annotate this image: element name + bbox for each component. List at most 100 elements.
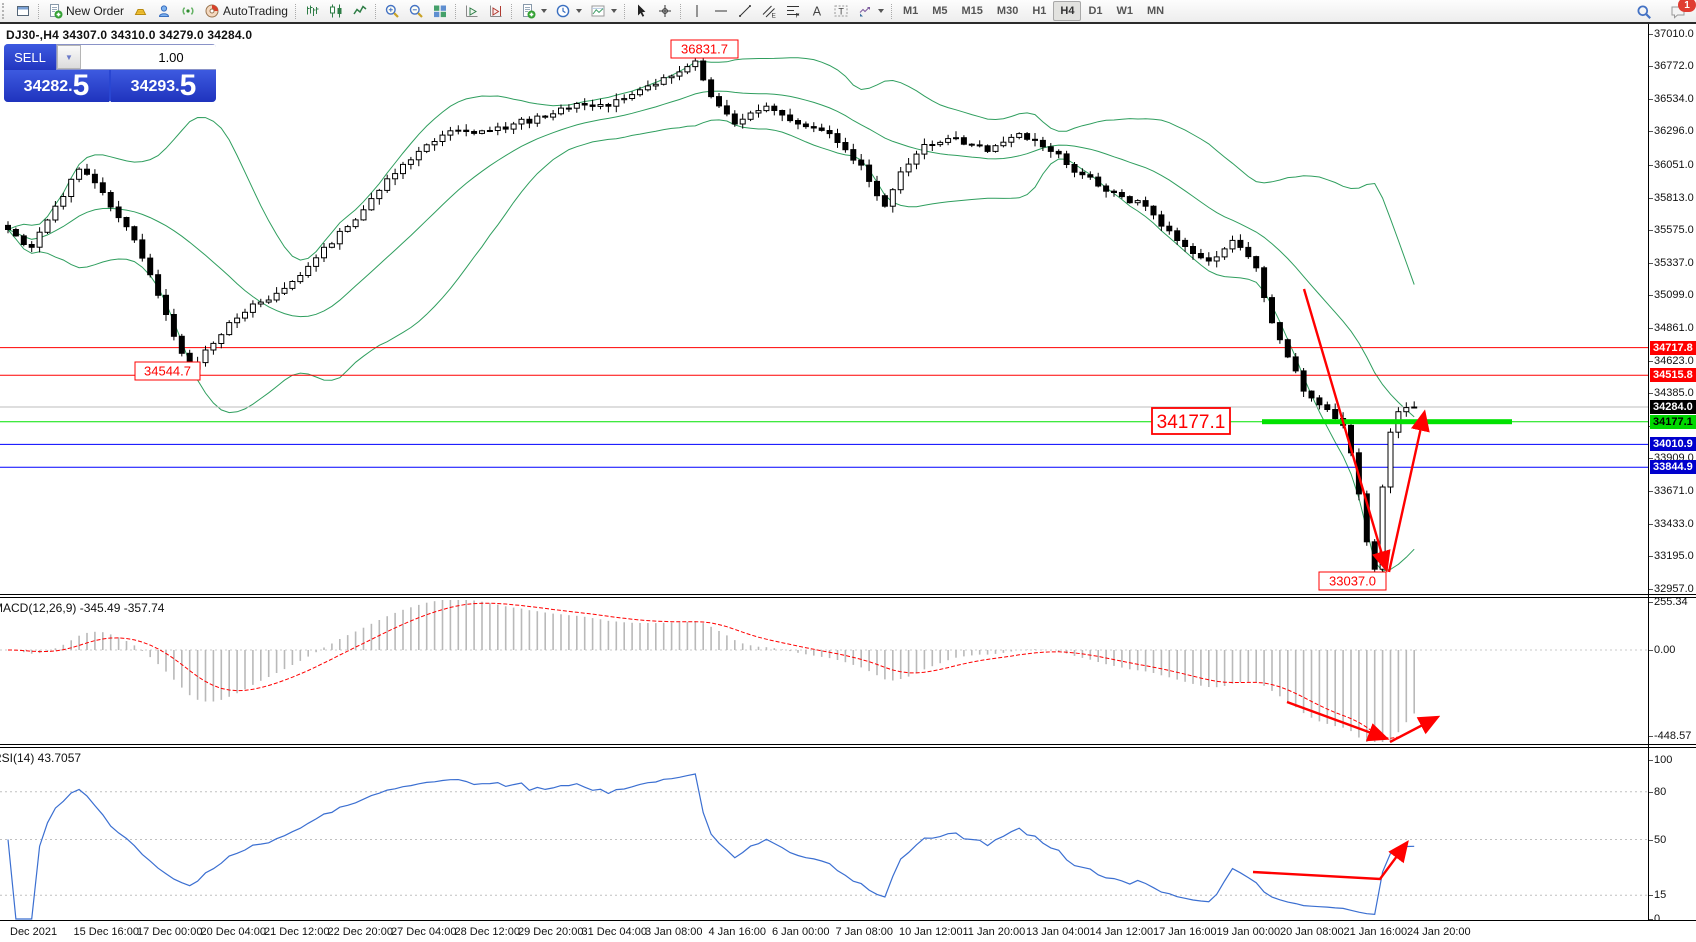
- time-axis[interactable]: Dec 2021 15 Dec 16:00 17 Dec 00:00 20 Dec 0…: [0, 921, 1696, 942]
- candle-body: [1047, 146, 1054, 152]
- equidistant-channel-button[interactable]: E: [757, 0, 781, 22]
- community-button[interactable]: [152, 0, 176, 22]
- periods-button-dropdown-arrow[interactable]: [575, 9, 582, 13]
- red-arrow-annotation[interactable]: [1252, 840, 1409, 881]
- candle-body: [1118, 192, 1125, 198]
- price-callout-box[interactable]: [1151, 407, 1231, 435]
- candle-body: [518, 118, 525, 125]
- text-button[interactable]: A: [805, 0, 829, 22]
- templates-button[interactable]: [586, 0, 621, 22]
- rsi-tick-mark: [1649, 895, 1653, 897]
- price-chart-canvas[interactable]: 36831.7 34544.7 34177.1 33037.0: [0, 24, 1648, 594]
- candle-body: [834, 133, 841, 143]
- candle-body: [479, 130, 485, 134]
- timeframe-h1-button[interactable]: H1: [1032, 5, 1047, 17]
- timeframe-m15-button[interactable]: M15: [961, 5, 983, 17]
- auto-scroll-button[interactable]: [460, 0, 484, 22]
- candle-body: [12, 229, 19, 237]
- panel-separator[interactable]: [0, 747, 1696, 748]
- trendline-button[interactable]: [733, 0, 757, 22]
- fibonacci-button[interactable]: F: [781, 0, 805, 22]
- macd-tick-mark: [1649, 650, 1653, 651]
- market-button[interactable]: [128, 0, 152, 22]
- horizontal-line-button[interactable]: [709, 0, 733, 22]
- buy-price[interactable]: 34293. 5: [111, 70, 216, 102]
- new-chart-button[interactable]: [516, 0, 551, 22]
- price-axis[interactable]: 37010.0 36772.0 36534.0 36296.0 36051.0 35813…: [1649, 24, 1696, 925]
- price-callout-box[interactable]: [670, 39, 739, 59]
- toolbar-separator: [38, 3, 40, 19]
- signals-button[interactable]: [176, 0, 200, 22]
- rsi-tick-mark: [1649, 760, 1653, 761]
- notifications-button[interactable]: 1: [1666, 0, 1696, 23]
- rsi-panel-canvas[interactable]: [0, 748, 1648, 920]
- crosshair-button[interactable]: [653, 0, 677, 22]
- candle-body: [407, 159, 414, 165]
- sell-button[interactable]: SELL: [4, 44, 56, 70]
- price-callout-box[interactable]: [134, 361, 201, 381]
- red-arrow-annotation[interactable]: [1389, 715, 1441, 744]
- candle-body: [692, 60, 699, 68]
- templates-button-dropdown-arrow[interactable]: [610, 9, 617, 13]
- sell-price[interactable]: 34282. 5: [4, 70, 109, 102]
- candle-body: [755, 110, 762, 114]
- panel-separator[interactable]: [0, 597, 1696, 598]
- svg-text:F: F: [795, 13, 799, 20]
- vertical-line-button[interactable]: [685, 0, 709, 22]
- macd-panel-canvas[interactable]: [0, 598, 1648, 744]
- arrows-button-dropdown-arrow[interactable]: [877, 9, 884, 13]
- candle-body: [1213, 256, 1220, 262]
- timeframe-m1-button[interactable]: M1: [902, 5, 919, 17]
- time-tick: 28 Dec 12:00: [454, 926, 520, 938]
- red-arrow-annotation[interactable]: [1387, 409, 1430, 573]
- candle-body: [68, 178, 75, 198]
- candle-body: [581, 103, 588, 106]
- volume-input[interactable]: [81, 45, 216, 69]
- timeframe-w1-button[interactable]: W1: [1116, 5, 1134, 17]
- candle-body: [826, 130, 833, 135]
- search-button[interactable]: [1632, 1, 1656, 23]
- zoom-out-button[interactable]: [404, 0, 428, 22]
- price-callout-box[interactable]: [1318, 571, 1387, 591]
- new-order-button[interactable]: New Order: [43, 0, 128, 22]
- chart-shift-button[interactable]: [484, 0, 508, 22]
- candle-body: [1403, 407, 1410, 413]
- panel-separator[interactable]: [0, 744, 1696, 745]
- timeframe-mn-button[interactable]: MN: [1147, 5, 1165, 17]
- tile-windows-button[interactable]: [428, 0, 452, 22]
- candle-body: [818, 127, 825, 131]
- thick-green-level-segment[interactable]: [1262, 419, 1512, 425]
- new-chart-button-dropdown-arrow[interactable]: [540, 9, 547, 13]
- candle-chart-button[interactable]: [324, 0, 348, 22]
- price-callout-text: 33037.0: [1329, 574, 1376, 589]
- candle-body: [542, 115, 549, 118]
- rsi-tick: 80: [1654, 785, 1667, 798]
- red-arrow-annotation[interactable]: [1302, 288, 1391, 573]
- toolbar-grip[interactable]: [2, 3, 9, 19]
- timeframe-m30-button[interactable]: M30: [996, 5, 1019, 17]
- arrows-button[interactable]: [853, 0, 888, 22]
- volume-decrease-button[interactable]: ▼: [57, 45, 81, 69]
- red-arrow-annotation[interactable]: [1286, 700, 1390, 742]
- timeframe-m5-button[interactable]: M5: [932, 5, 948, 17]
- toolbar-separator: [679, 3, 682, 19]
- line-chart-button[interactable]: [348, 0, 372, 22]
- cursor-button[interactable]: [629, 0, 653, 22]
- horizontal-line-icon: [713, 3, 729, 19]
- zoom-in-button[interactable]: [380, 0, 404, 22]
- text-label-button[interactable]: T: [829, 0, 853, 22]
- timeframe-h4-button[interactable]: H4: [1053, 1, 1082, 21]
- fibonacci-icon: F: [785, 3, 801, 19]
- macd-tick: 0.00: [1654, 644, 1676, 656]
- price-tick: 36772.0: [1654, 60, 1694, 73]
- panel-separator[interactable]: [0, 594, 1696, 595]
- timeframe-d1-button[interactable]: D1: [1088, 5, 1103, 17]
- autotrading-button[interactable]: AutoTrading: [200, 0, 292, 22]
- candle-body: [866, 164, 873, 182]
- candle-body: [321, 246, 327, 259]
- candle-body: [1039, 139, 1046, 148]
- line-chart-icon: [352, 3, 368, 19]
- time-tick: 13 Jan 04:00: [1026, 926, 1090, 938]
- bar-chart-button[interactable]: [300, 0, 324, 22]
- periods-button[interactable]: [551, 0, 586, 22]
